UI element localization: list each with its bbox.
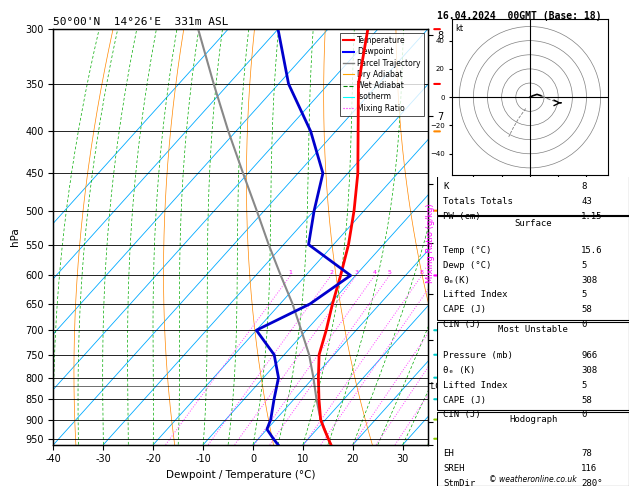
Bar (437, 167, 629, 215)
Bar (437, 216, 629, 320)
Text: 58: 58 (581, 305, 592, 314)
Text: 116: 116 (581, 464, 597, 473)
Text: Surface: Surface (515, 219, 552, 228)
Legend: Temperature, Dewpoint, Parcel Trajectory, Dry Adiabat, Wet Adiabat, Isotherm, Mi: Temperature, Dewpoint, Parcel Trajectory… (340, 33, 424, 116)
Text: LCL: LCL (428, 382, 445, 391)
Text: θₑ(K): θₑ(K) (443, 276, 470, 284)
Text: 8: 8 (581, 182, 586, 191)
Text: 78: 78 (581, 449, 592, 458)
Text: 308: 308 (581, 366, 597, 375)
Text: SREH: SREH (443, 464, 464, 473)
Text: Most Unstable: Most Unstable (498, 325, 568, 333)
Text: StmDir: StmDir (443, 479, 475, 486)
Text: PW (cm): PW (cm) (443, 211, 481, 221)
Text: 0: 0 (581, 320, 586, 329)
Text: 5: 5 (581, 290, 586, 299)
Text: Pressure (mb): Pressure (mb) (443, 351, 513, 360)
Text: 1.15: 1.15 (581, 211, 603, 221)
Text: 3: 3 (354, 271, 358, 276)
Text: 2: 2 (329, 271, 333, 276)
X-axis label: Dewpoint / Temperature (°C): Dewpoint / Temperature (°C) (166, 470, 315, 480)
Text: 50°00'N  14°26'E  331m ASL: 50°00'N 14°26'E 331m ASL (53, 17, 229, 27)
Text: CIN (J): CIN (J) (443, 410, 481, 419)
Text: 43: 43 (581, 197, 592, 206)
Y-axis label: hPa: hPa (9, 227, 19, 246)
Text: 5: 5 (387, 271, 391, 276)
Text: CAPE (J): CAPE (J) (443, 305, 486, 314)
Text: K: K (443, 182, 448, 191)
Text: 1: 1 (289, 271, 292, 276)
Text: 308: 308 (581, 276, 597, 284)
Text: 15.6: 15.6 (581, 246, 603, 255)
Text: CAPE (J): CAPE (J) (443, 396, 486, 404)
Text: 966: 966 (581, 351, 597, 360)
Text: © weatheronline.co.uk: © weatheronline.co.uk (489, 475, 577, 485)
Text: 8: 8 (420, 271, 424, 276)
Text: θₑ (K): θₑ (K) (443, 366, 475, 375)
Text: Lifted Index: Lifted Index (443, 381, 508, 390)
Text: 280°: 280° (581, 479, 603, 486)
Text: 4: 4 (372, 271, 377, 276)
Text: 0: 0 (581, 410, 586, 419)
Text: 16.04.2024  00GMT (Base: 18): 16.04.2024 00GMT (Base: 18) (437, 11, 602, 21)
Text: 5: 5 (581, 260, 586, 270)
Text: Dewp (°C): Dewp (°C) (443, 260, 491, 270)
Bar (437, 412, 629, 486)
Text: 5: 5 (581, 381, 586, 390)
Text: Lifted Index: Lifted Index (443, 290, 508, 299)
Y-axis label: km
ASL: km ASL (460, 226, 478, 248)
Text: Mixing Ratio (g/kg): Mixing Ratio (g/kg) (426, 203, 435, 283)
Text: CIN (J): CIN (J) (443, 320, 481, 329)
Text: kt: kt (455, 24, 464, 33)
Text: 58: 58 (581, 396, 592, 404)
Bar (437, 322, 629, 410)
Text: Hodograph: Hodograph (509, 415, 557, 424)
Text: Totals Totals: Totals Totals (443, 197, 513, 206)
Text: Temp (°C): Temp (°C) (443, 246, 491, 255)
Text: EH: EH (443, 449, 454, 458)
